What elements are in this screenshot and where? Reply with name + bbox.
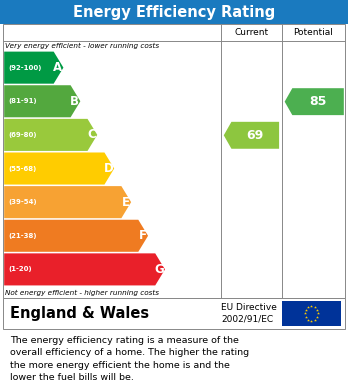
Text: E: E [122,196,130,209]
Text: D: D [103,162,113,175]
Text: F: F [139,229,147,242]
Text: EU Directive
2002/91/EC: EU Directive 2002/91/EC [221,303,277,324]
Bar [0,0,348,24]
Polygon shape [4,52,63,84]
Text: (92-100): (92-100) [8,65,42,71]
Text: A: A [53,61,62,74]
Polygon shape [4,119,97,151]
Text: Very energy efficient - lower running costs: Very energy efficient - lower running co… [5,43,159,49]
Polygon shape [4,253,165,285]
Text: (81-91): (81-91) [8,98,37,104]
Text: G: G [154,263,164,276]
Polygon shape [224,122,279,149]
Text: Not energy efficient - higher running costs: Not energy efficient - higher running co… [5,289,159,296]
Text: (39-54): (39-54) [8,199,37,205]
Polygon shape [4,85,80,117]
Text: (69-80): (69-80) [8,132,37,138]
Text: C: C [87,128,96,142]
Polygon shape [4,186,131,218]
Bar [282,301,341,326]
Bar [3,298,345,329]
Text: (21-38): (21-38) [8,233,37,239]
Text: The energy efficiency rating is a measure of the
overall efficiency of a home. T: The energy efficiency rating is a measur… [10,335,250,382]
Text: England & Wales: England & Wales [10,306,150,321]
Polygon shape [4,220,148,252]
Text: B: B [70,95,79,108]
Text: Current: Current [234,28,269,37]
Polygon shape [285,88,344,115]
Text: (1-20): (1-20) [8,266,32,273]
Polygon shape [4,152,114,185]
Text: (55-68): (55-68) [8,165,37,172]
Text: Potential: Potential [293,28,333,37]
Bar [3,24,345,298]
Text: 69: 69 [247,129,264,142]
Text: 85: 85 [309,95,327,108]
Text: Energy Efficiency Rating: Energy Efficiency Rating [73,5,275,20]
